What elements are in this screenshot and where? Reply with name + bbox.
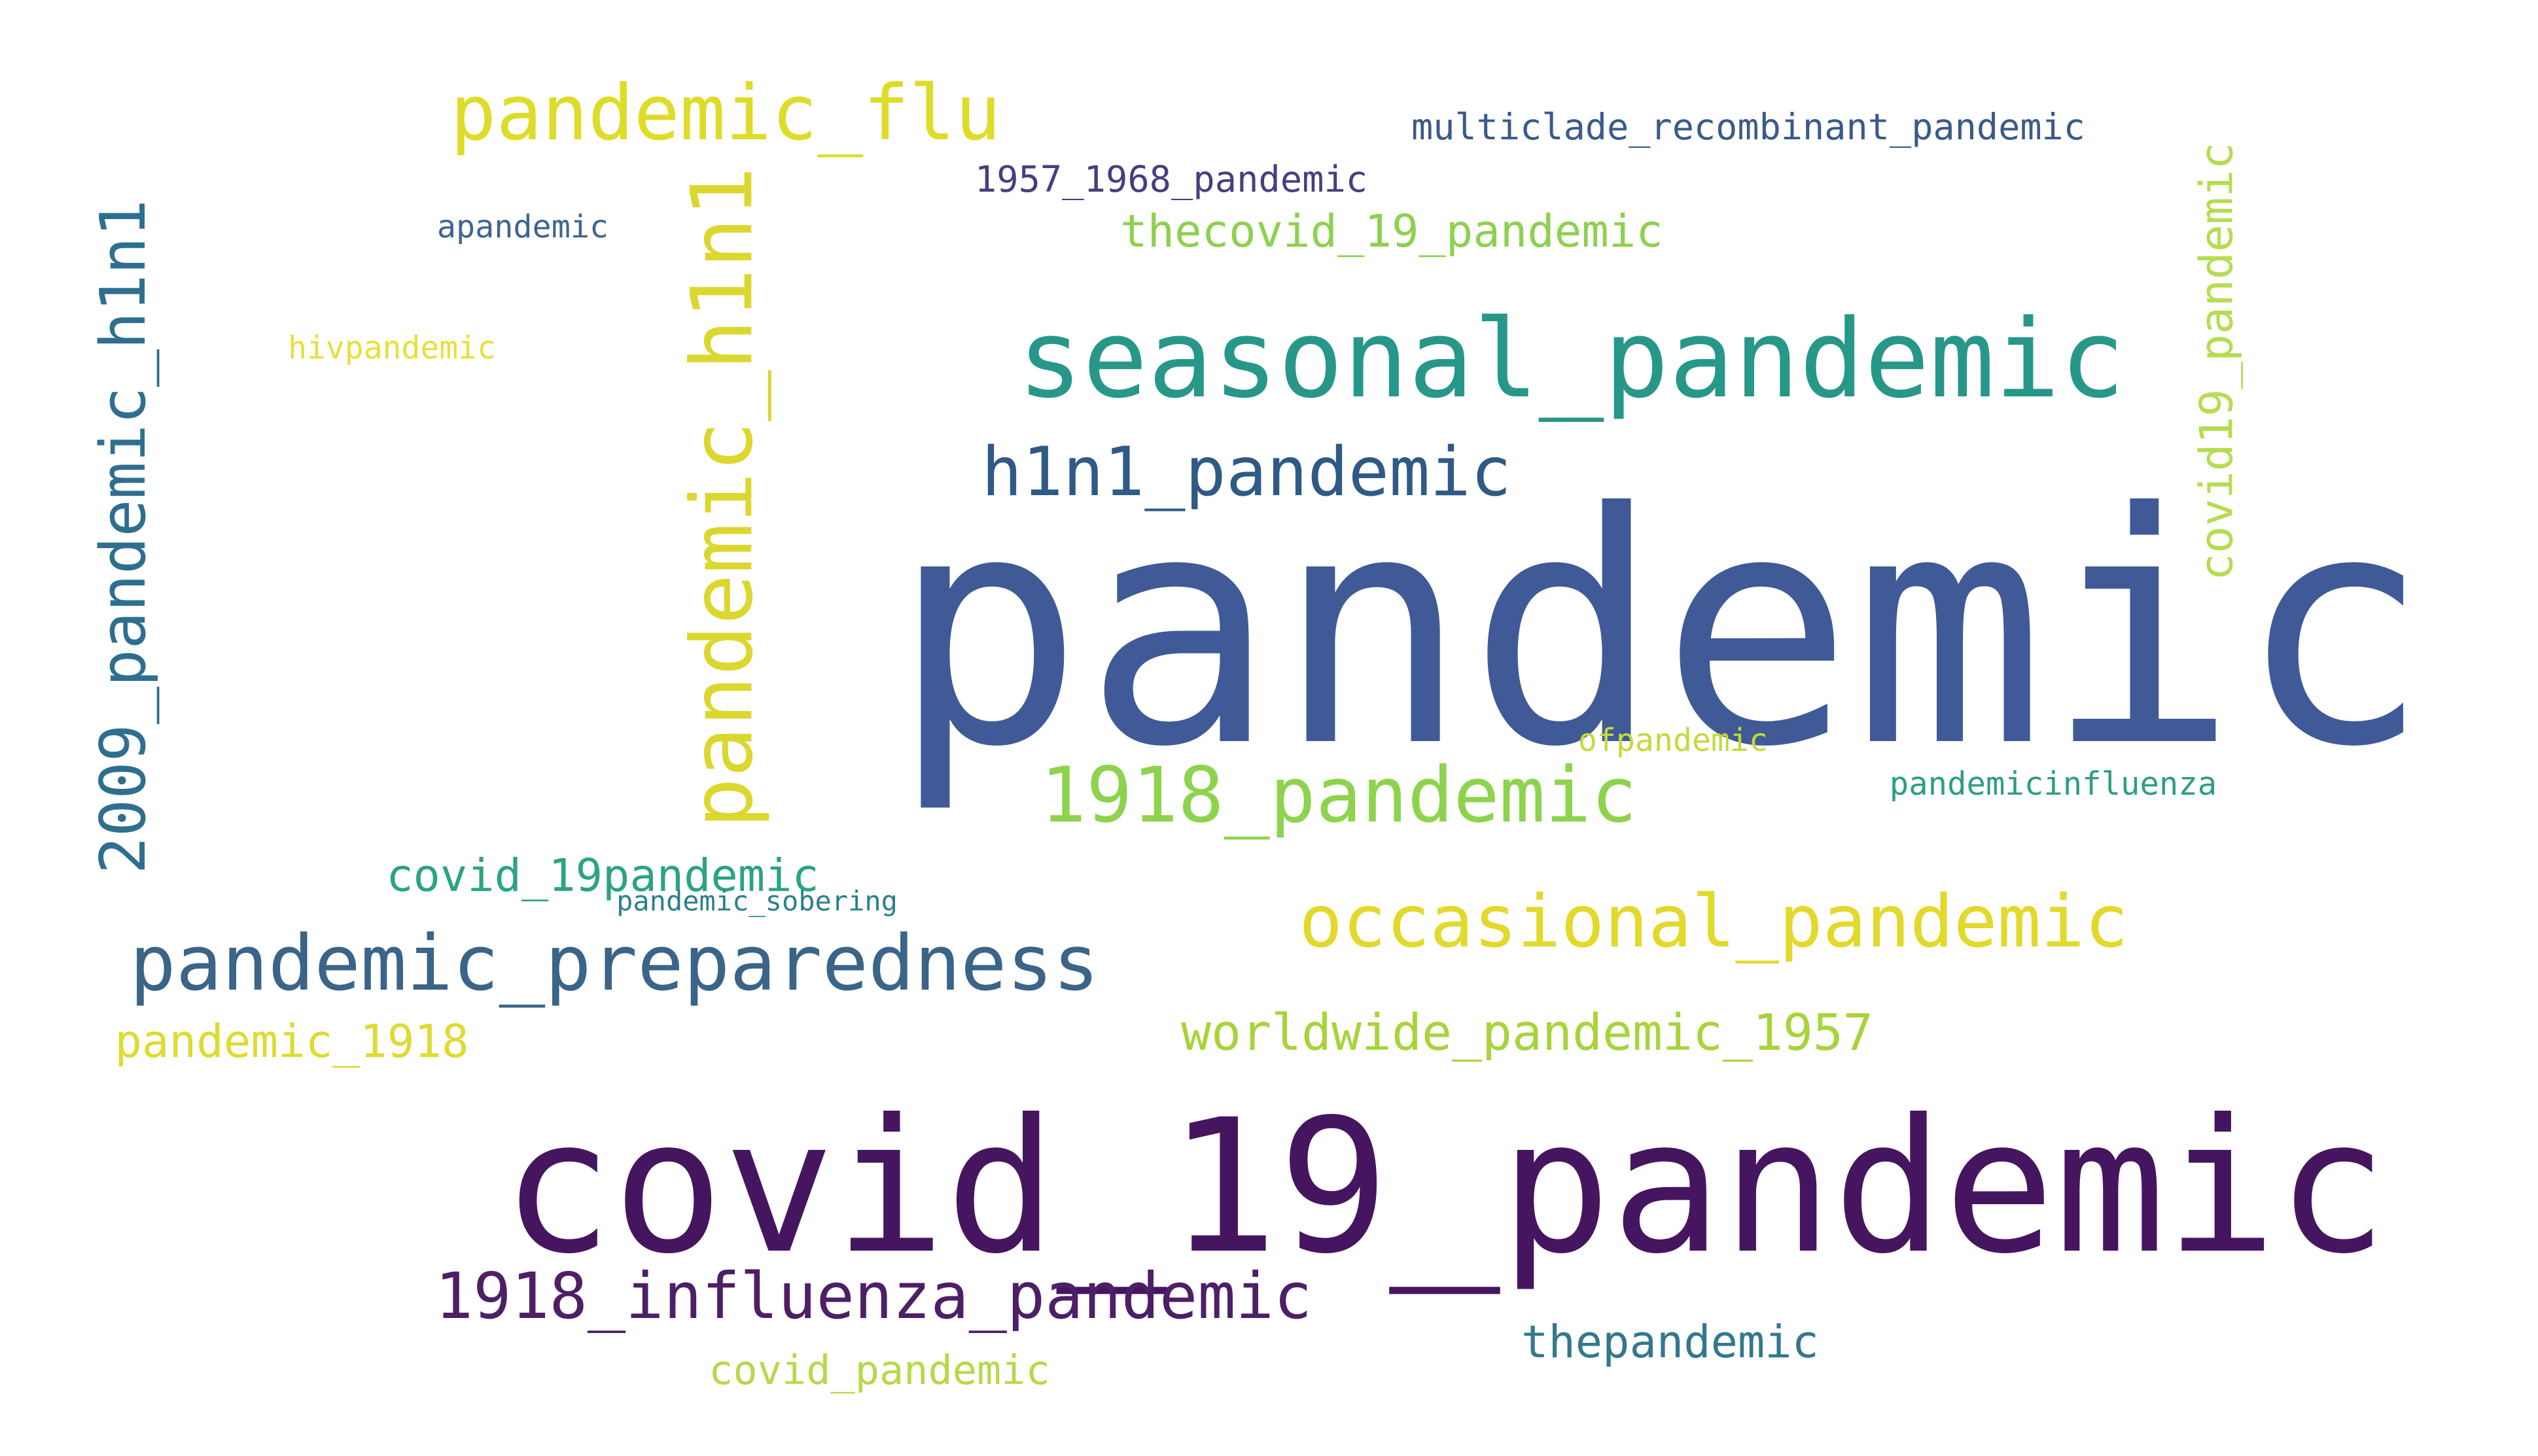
word-thecovid-19-pandemic: thecovid_19_pandemic <box>1120 205 1663 258</box>
word-covid19-pandemic: covid19_pandemic <box>2190 142 2244 581</box>
word-pandemic-1918: pandemic_1918 <box>115 1016 469 1069</box>
word-hivpandemic: hivpandemic <box>288 330 496 366</box>
word-thepandemic: thepandemic <box>1521 1316 1819 1369</box>
word-covid-19pandemic: covid_19pandemic <box>386 849 819 902</box>
word-h1n1-pandemic: h1n1_pandemic <box>981 432 1512 511</box>
word-occasional-pandemic: occasional_pandemic <box>1299 879 2128 964</box>
word-1918-pandemic: 1918_pandemic <box>1040 752 1637 841</box>
word-covid-19-pandemic: covid_19_pandemic <box>501 1081 2388 1295</box>
word-worldwide-pandemic-1957: worldwide_pandemic_1957 <box>1181 1003 1873 1062</box>
word-covid-pandemic: covid_pandemic <box>709 1347 1050 1394</box>
word-pandemicinfluenza: pandemicinfluenza <box>1889 765 2217 803</box>
word-1957-1968-pandemic: 1957_1968_pandemic <box>974 159 1368 201</box>
word-seasonal-pandemic: seasonal_pandemic <box>1017 296 2125 423</box>
word-2009-pandemic-h1n1: 2009_pandemic_h1n1 <box>88 199 160 875</box>
word-ofpandemic: ofpandemic <box>1577 722 1769 759</box>
word-pandemic-h1n1: pandemic_h1n1 <box>673 167 772 829</box>
word-multiclade-recombinant-pandemic: multiclade_recombinant_pandemic <box>1411 107 2085 149</box>
word-1918-influenza-pandemic: 1918_influenza_pandemic <box>434 1259 1313 1334</box>
word-pandemic: pandemic <box>891 445 2430 817</box>
word-pandemic-flu: pandemic_flu <box>450 69 1001 158</box>
word-apandemic: apandemic <box>436 208 609 245</box>
word-pandemic-sobering: pandemic_sobering <box>616 885 898 917</box>
word-pandemic-preparedness: pandemic_preparedness <box>130 918 1099 1008</box>
